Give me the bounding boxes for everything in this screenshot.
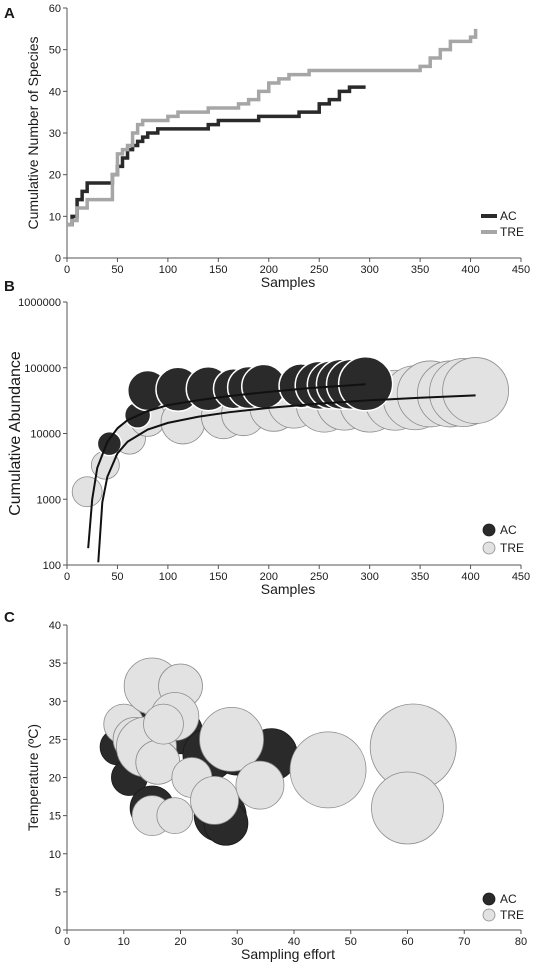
bubble-ac <box>337 356 394 412</box>
panel-c: C0 10 20 30 40 50 60 70 800510152025303540Sampli… <box>4 609 527 962</box>
y-tick-label: 0 <box>55 925 61 937</box>
y-tick-label: 10 <box>49 211 61 223</box>
bubble-tre <box>235 760 285 810</box>
y-tick-label: 50 <box>49 45 61 57</box>
x-tick-label: 400 <box>461 264 479 276</box>
y-tick-label: 10 <box>49 849 61 861</box>
y-tick-label: 35 <box>49 658 61 670</box>
x-tick-label: 300 <box>360 571 378 583</box>
x-tick-label: 250 <box>310 264 328 276</box>
x-tick-label: 400 <box>461 571 479 583</box>
x-tick-label: 50 <box>111 571 123 583</box>
bubble-tre <box>190 775 239 825</box>
y-tick-label: 15 <box>49 811 61 823</box>
x-axis-label: Samples <box>261 274 315 290</box>
y-axis-label: Temperature (ºC) <box>25 724 41 831</box>
x-tick-label: 20 <box>174 936 186 948</box>
y-tick-label: 1000000 <box>18 297 61 309</box>
x-tick-label: 70 <box>458 936 470 948</box>
legend-label-tre: TRE <box>500 225 524 239</box>
panel-b: B 0 50 100 150 200 250 300 350 400 450 100 1000 10000… <box>4 278 530 597</box>
y-tick-label: 30 <box>49 696 61 708</box>
x-tick-label: 450 <box>512 264 530 276</box>
y-tick-label: 30 <box>49 128 61 140</box>
x-tick-label: 350 <box>411 571 429 583</box>
bubble-tre <box>156 797 194 835</box>
y-tick-label: 100 <box>43 560 61 572</box>
y-tick-label: 0 <box>55 253 61 265</box>
legend-swatch-tre <box>482 908 496 922</box>
x-tick-label: 100 <box>159 264 177 276</box>
legend-label-tre: TRE <box>500 541 524 555</box>
bubble-tre <box>143 703 184 745</box>
y-tick-label: 5 <box>55 887 61 899</box>
x-tick-label: 0 <box>64 571 70 583</box>
bubble-tre <box>199 706 264 772</box>
series-line-tre <box>67 28 478 227</box>
x-tick-label: 150 <box>209 264 227 276</box>
x-tick-label: 80 <box>515 936 527 948</box>
panel-label: B <box>4 278 15 295</box>
x-tick-label: 150 <box>209 571 227 583</box>
x-tick-label: 300 <box>360 264 378 276</box>
x-axis-label: Sampling effort <box>241 946 335 962</box>
x-tick-label: 200 <box>260 264 278 276</box>
legend-swatch-ac <box>482 523 496 537</box>
panel-label: C <box>4 609 15 626</box>
y-tick-label: 100000 <box>24 363 61 375</box>
legend-label-tre: TRE <box>500 908 524 922</box>
y-tick-label: 20 <box>49 170 61 182</box>
panel-a: A 0 50 100 150 200 250 300 350 400 450 0 10 20 30 40 50 6… <box>4 3 530 290</box>
trend-line-ac <box>87 383 366 549</box>
x-tick-label: 60 <box>401 936 413 948</box>
x-tick-label: 0 <box>64 936 70 948</box>
legend-label-ac: AC <box>500 209 517 223</box>
bubble-tre <box>442 357 510 424</box>
x-tick-label: 100 <box>159 571 177 583</box>
x-tick-label: 50 <box>111 264 123 276</box>
y-axis-label: Cumulative Abundance <box>7 351 24 516</box>
x-tick-label: 30 <box>231 936 243 948</box>
legend-swatch-ac <box>482 892 496 906</box>
panel-label: A <box>4 5 15 22</box>
y-tick-label: 40 <box>49 620 61 632</box>
x-tick-label: 200 <box>260 571 278 583</box>
x-tick-label: 50 <box>345 936 357 948</box>
legend-label-ac: AC <box>500 892 517 906</box>
y-tick-label: 60 <box>49 3 61 15</box>
x-tick-label: 350 <box>411 264 429 276</box>
series-line-ac <box>67 85 366 227</box>
bubble-tre <box>371 771 444 845</box>
x-tick-label: 250 <box>310 571 328 583</box>
bubble-tre <box>289 731 367 809</box>
x-tick-label: 0 <box>64 264 70 276</box>
y-tick-label: 1000 <box>37 494 61 506</box>
y-tick-label: 25 <box>49 734 61 746</box>
x-tick-label: 40 <box>288 936 300 948</box>
y-tick-label: 10000 <box>30 429 61 441</box>
y-axis-label: Cumulative Number of Species <box>25 37 41 230</box>
bubble-tre <box>71 476 103 508</box>
y-tick-label: 40 <box>49 86 61 98</box>
x-tick-label: 10 <box>118 936 130 948</box>
legend-label-ac: AC <box>500 523 517 537</box>
x-tick-label: 450 <box>512 571 530 583</box>
x-axis-label: Samples <box>261 581 315 597</box>
trend-line-tre <box>97 394 476 563</box>
legend-swatch-tre <box>482 541 496 555</box>
y-tick-label: 20 <box>49 773 61 785</box>
